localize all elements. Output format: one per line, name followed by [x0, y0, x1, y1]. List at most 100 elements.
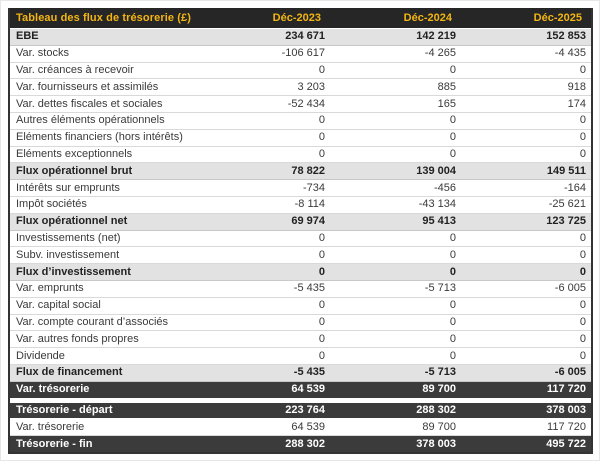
cell-value: -5 435	[199, 364, 330, 382]
row-label: Flux de financement	[9, 364, 199, 382]
cell-value: 0	[199, 146, 330, 164]
spacer-cell	[9, 398, 592, 403]
cell-value: 0	[461, 263, 592, 281]
table-row: Var. fournisseurs et assimilés 3 203 885 91…	[9, 78, 592, 97]
row-label: Investissements (net)	[9, 230, 199, 248]
cell-value: 0	[199, 330, 330, 349]
cell-value: 0	[330, 246, 461, 265]
table-row: Trésorerie - départ 223 764 288 302 378 003	[9, 402, 592, 420]
row-label: Var. dettes fiscales et sociales	[9, 95, 199, 113]
cell-value: 117 720	[461, 418, 592, 437]
cell-value: 0	[330, 314, 461, 332]
table-row: Investissements (net) 0 0 0	[9, 230, 592, 248]
cell-value: 0	[461, 330, 592, 349]
cell-value: 885	[330, 78, 461, 97]
spacer-row	[9, 398, 592, 403]
cell-value: 0	[461, 297, 592, 315]
cash-flow-table: Tableau des flux de trésorerie (£) Déc-2…	[8, 8, 593, 454]
cashflow-table-body: EBE 234 671 142 219 152 853 Var. stocks -106 …	[9, 28, 592, 454]
cell-value: 0	[330, 263, 461, 281]
cell-value: 288 302	[330, 402, 461, 420]
row-label: Var. fournisseurs et assimilés	[9, 78, 199, 97]
cell-value: 0	[330, 146, 461, 164]
cell-value: -5 713	[330, 364, 461, 382]
cell-value: 117 720	[461, 381, 592, 399]
row-label: EBE	[9, 28, 199, 46]
row-label: Flux d’investissement	[9, 263, 199, 281]
cell-value: 0	[199, 263, 330, 281]
cell-value: 223 764	[199, 402, 330, 420]
cell-value: 123 725	[461, 213, 592, 231]
cell-value: 0	[199, 129, 330, 147]
cell-value: 288 302	[199, 435, 330, 454]
table-row: Flux opérationnel brut 78 822 139 004 149 5…	[9, 162, 592, 181]
column-header-dec-2024: Déc-2024	[330, 8, 461, 29]
table-row: Var. capital social 0 0 0	[9, 297, 592, 315]
row-label: Trésorerie - fin	[9, 435, 199, 454]
cell-value: -5 435	[199, 280, 330, 298]
row-label: Var. stocks	[9, 45, 199, 63]
cell-value: 0	[461, 230, 592, 248]
row-label: Eléments financiers (hors intérêts)	[9, 129, 199, 147]
table-row: Flux d’investissement 0 0 0	[9, 263, 592, 281]
cell-value: 234 671	[199, 28, 330, 46]
cell-value: 0	[461, 314, 592, 332]
cell-value: 3 203	[199, 78, 330, 97]
cell-value: 0	[199, 62, 330, 80]
cell-value: 64 539	[199, 418, 330, 437]
row-label: Trésorerie - départ	[9, 402, 199, 420]
column-header-dec-2025: Déc-2025	[461, 8, 592, 29]
cell-value: 0	[199, 347, 330, 365]
row-label: Dividende	[9, 347, 199, 365]
row-label: Var. trésorerie	[9, 418, 199, 437]
table-row: Autres éléments opérationnels 0 0 0	[9, 112, 592, 130]
cell-value: 152 853	[461, 28, 592, 46]
cell-value: 0	[330, 347, 461, 365]
row-label: Impôt sociétés	[9, 196, 199, 214]
table-header: Tableau des flux de trésorerie (£) Déc-2…	[9, 8, 592, 29]
row-label: Intérêts sur emprunts	[9, 179, 199, 197]
cell-value: 95 413	[330, 213, 461, 231]
cell-value: 0	[199, 314, 330, 332]
table-row: Var. emprunts -5 435 -5 713 -6 005	[9, 280, 592, 298]
cell-value: -8 114	[199, 196, 330, 214]
table-row: Var. stocks -106 617 -4 265 -4 435	[9, 45, 592, 63]
header-row: Tableau des flux de trésorerie (£) Déc-2…	[9, 8, 592, 29]
cell-value: 0	[330, 230, 461, 248]
cell-value: 0	[330, 62, 461, 80]
cell-value: -456	[330, 179, 461, 197]
table-row: Var. trésorerie 64 539 89 700 117 720	[9, 381, 592, 399]
cell-value: -6 005	[461, 280, 592, 298]
cell-value: 0	[461, 146, 592, 164]
row-label: Flux opérationnel brut	[9, 162, 199, 181]
cell-value: -4 265	[330, 45, 461, 63]
cell-value: -6 005	[461, 364, 592, 382]
cell-value: 378 003	[330, 435, 461, 454]
cell-value: 0	[461, 112, 592, 130]
cell-value: -5 713	[330, 280, 461, 298]
row-label: Var. autres fonds propres	[9, 330, 199, 349]
cell-value: 0	[330, 112, 461, 130]
cell-value: 149 511	[461, 162, 592, 181]
table-row: Var. compte courant d’associés 0 0 0	[9, 314, 592, 332]
row-label: Flux opérationnel net	[9, 213, 199, 231]
row-label: Autres éléments opérationnels	[9, 112, 199, 130]
table-row: Flux opérationnel net 69 974 95 413 123 725	[9, 213, 592, 231]
row-label: Var. emprunts	[9, 280, 199, 298]
cell-value: 918	[461, 78, 592, 97]
cell-value: -43 134	[330, 196, 461, 214]
row-label: Var. trésorerie	[9, 381, 199, 399]
row-label: Var. compte courant d’associés	[9, 314, 199, 332]
cell-value: 64 539	[199, 381, 330, 399]
cell-value: 0	[330, 330, 461, 349]
row-label: Var. créances à recevoir	[9, 62, 199, 80]
cell-value: 139 004	[330, 162, 461, 181]
cell-value: 0	[461, 347, 592, 365]
row-label: Var. capital social	[9, 297, 199, 315]
table-row: Eléments exceptionnels 0 0 0	[9, 146, 592, 164]
table-row: EBE 234 671 142 219 152 853	[9, 28, 592, 46]
cell-value: 0	[199, 112, 330, 130]
cell-value: -106 617	[199, 45, 330, 63]
cell-value: 142 219	[330, 28, 461, 46]
